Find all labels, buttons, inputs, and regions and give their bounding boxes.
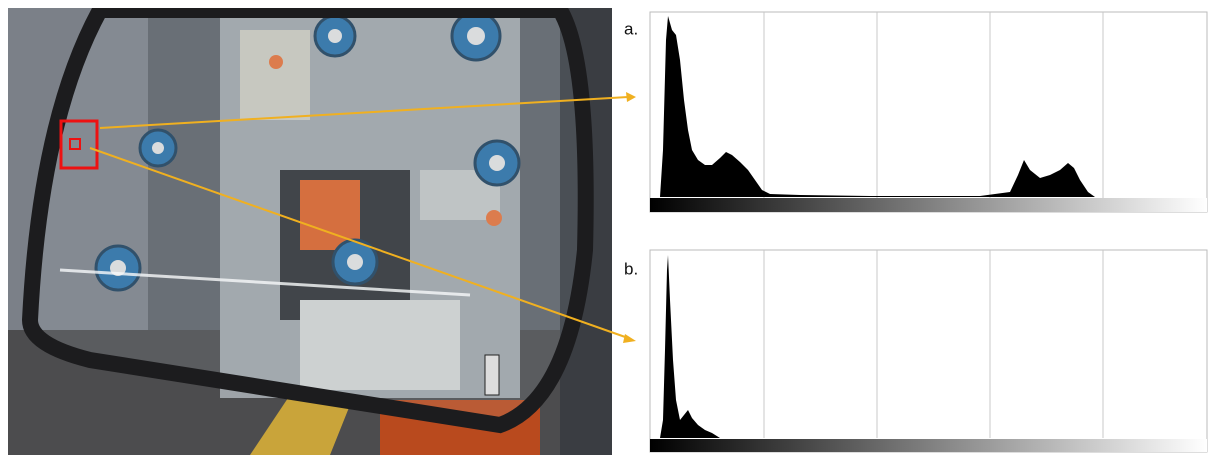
histogram-b: [649, 249, 1208, 453]
arrows: [89, 92, 636, 343]
region-box-small: [69, 138, 81, 150]
region-box: [59, 119, 99, 170]
panel-label: a.: [624, 19, 638, 38]
panel-label: b.: [624, 259, 638, 278]
histogram-a: [649, 11, 1208, 213]
photo: [8, 8, 612, 455]
